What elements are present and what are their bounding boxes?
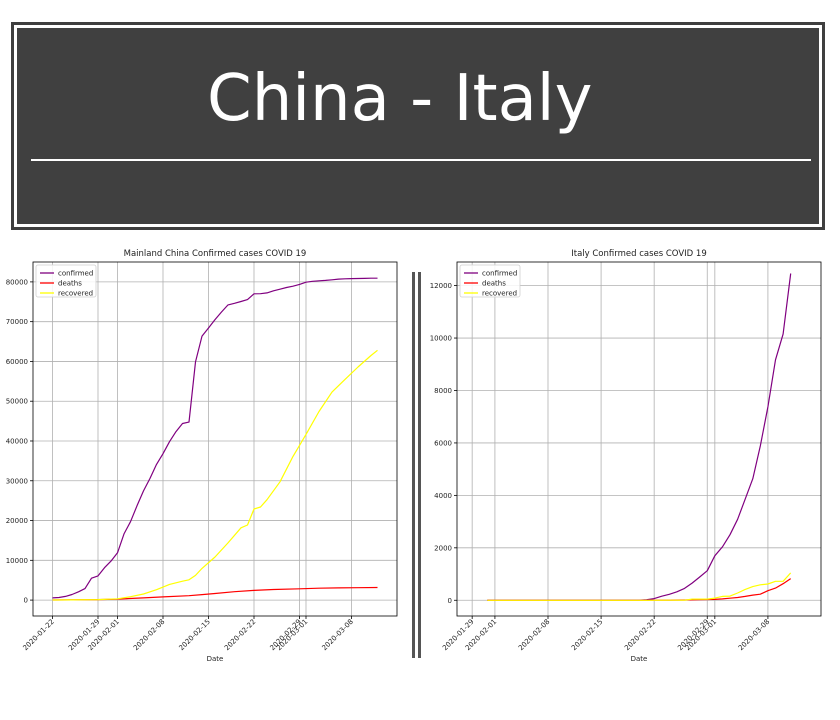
y-tick-label: 50000 [6,398,28,406]
x-tick-label: 2020-02-22 [223,618,257,652]
x-tick-label: 2020-02-15 [177,618,211,652]
legend-label-recovered: recovered [58,290,93,298]
legend: confirmed deaths recovered [35,264,97,298]
legend: confirmed deaths recovered [459,264,521,298]
y-tick-label: 30000 [6,477,28,485]
series-line-confirmed [487,273,792,601]
legend-label-confirmed: confirmed [58,270,93,278]
y-tick-label: 6000 [434,439,452,447]
x-tick-label: 2020-02-08 [132,618,166,652]
series-line-deaths [52,586,378,601]
banner-underline [31,159,811,161]
series-line-confirmed [52,277,378,599]
china-chart: Mainland China Confirmed cases COVID 19 0… [6,249,398,663]
legend-label-recovered: recovered [482,290,517,298]
y-tick-label: 10000 [430,335,452,343]
banner-title: China - Italy [207,62,593,136]
y-tick-label: 80000 [6,278,28,286]
y-tick-label: 0 [448,597,452,605]
x-tick-label: 2020-02-22 [623,618,657,652]
x-tick-label: 2020-03-08 [737,618,771,652]
y-tick-label: 70000 [6,318,28,326]
y-tick-label: 0 [24,597,28,605]
x-axis-label: Date [207,655,224,663]
title-banner: China - Italy [11,22,825,230]
x-tick-label: 2020-01-22 [21,618,55,652]
legend-label-deaths: deaths [482,280,506,288]
chart-title: Mainland China Confirmed cases COVID 19 [124,249,307,259]
x-tick-label: 2020-03-08 [320,618,354,652]
divider-bar-right [418,272,421,658]
y-tick-label: 20000 [6,517,28,525]
y-tick-label: 4000 [434,492,452,500]
series-line-recovered [487,572,792,601]
series-line-recovered [52,349,378,601]
plot-frame [32,261,398,617]
italy-chart: Italy Confirmed cases COVID 19 0 2000 4000 6… [430,249,822,663]
y-tick-label: 40000 [6,437,28,445]
legend-label-deaths: deaths [58,280,82,288]
chart-divider [412,272,422,658]
plot-frame [456,261,822,617]
x-tick-label: 2020-02-08 [517,618,551,652]
x-tick-label: 2020-02-15 [570,618,604,652]
y-tick-label: 12000 [430,282,452,290]
y-tick-label: 10000 [6,557,28,565]
chart-title: Italy Confirmed cases COVID 19 [571,249,707,259]
legend-label-confirmed: confirmed [482,270,517,278]
y-tick-label: 60000 [6,358,28,366]
y-tick-label: 2000 [434,544,452,552]
x-axis-label: Date [631,655,648,663]
divider-bar-left [412,272,415,658]
y-tick-label: 8000 [434,387,452,395]
title-banner-panel: China - Italy [17,28,819,224]
